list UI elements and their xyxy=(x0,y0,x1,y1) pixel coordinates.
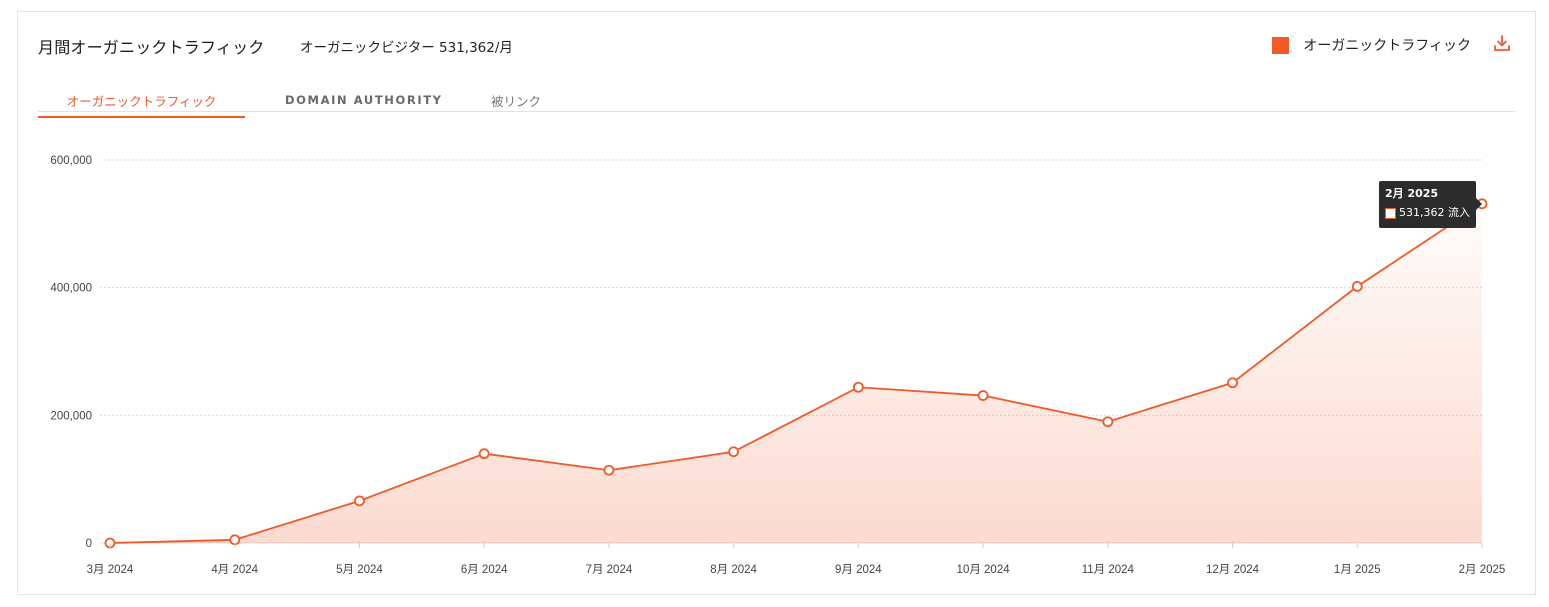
tooltip-value: 531,362 流入 xyxy=(1399,206,1470,219)
x-tick-label: 8月 2024 xyxy=(710,564,757,576)
download-icon[interactable] xyxy=(1493,34,1511,52)
data-point[interactable] xyxy=(1351,280,1363,292)
x-tick-label: 3月 2024 xyxy=(87,564,134,576)
tooltip: 2月 2025 531,362 流入 xyxy=(1379,181,1482,228)
tooltip-swatch xyxy=(1385,207,1396,219)
x-tick-label: 9月 2024 xyxy=(835,564,882,576)
y-tick-label: 400,000 xyxy=(50,283,92,295)
data-point[interactable] xyxy=(354,495,365,507)
data-point[interactable] xyxy=(977,390,989,401)
data-point[interactable] xyxy=(603,464,615,476)
visitors-summary: オーガニックビジター 531,362/月 xyxy=(300,40,513,56)
tab-organic-traffic[interactable]: オーガニックトラフィック xyxy=(38,91,245,118)
data-point[interactable] xyxy=(1227,377,1238,389)
tab-bar: オーガニックトラフィック DOMAIN AUTHORITY 被リンク xyxy=(38,88,1515,118)
x-tick-label: 6月 2024 xyxy=(461,564,508,576)
y-tick-label: 0 xyxy=(86,538,92,550)
legend[interactable]: オーガニックトラフィック xyxy=(1272,35,1471,55)
card-title: 月間オーガニックトラフィック xyxy=(38,38,265,57)
x-tick-label: 10月 2024 xyxy=(957,564,1011,576)
x-tick-label: 12月 2024 xyxy=(1206,564,1260,576)
legend-label: オーガニックトラフィック xyxy=(1303,38,1471,54)
data-point[interactable] xyxy=(229,534,241,546)
data-point[interactable] xyxy=(1102,416,1114,428)
x-tick-label: 1月 2025 xyxy=(1334,564,1381,576)
x-tick-label: 7月 2024 xyxy=(586,564,633,576)
x-tick-label: 2月 2025 xyxy=(1459,564,1506,576)
x-tick-label: 4月 2024 xyxy=(211,564,258,576)
data-point[interactable] xyxy=(852,381,864,393)
tooltip-title: 2月 2025 xyxy=(1385,187,1439,200)
legend-swatch xyxy=(1272,36,1290,54)
tab-backlinks[interactable]: 被リンク xyxy=(491,94,542,109)
tab-domain-authority[interactable]: DOMAIN AUTHORITY xyxy=(285,93,443,107)
y-tick-label: 600,000 xyxy=(50,155,92,167)
y-tick-label: 200,000 xyxy=(50,410,92,422)
x-tick-label: 5月 2024 xyxy=(336,564,383,576)
series-line xyxy=(109,203,1483,544)
data-point[interactable] xyxy=(728,446,740,458)
x-tick-label: 11月 2024 xyxy=(1082,564,1135,576)
tooltip-row: 531,362 流入 xyxy=(1385,206,1476,220)
series-area xyxy=(110,203,1482,544)
data-point[interactable] xyxy=(478,448,490,460)
